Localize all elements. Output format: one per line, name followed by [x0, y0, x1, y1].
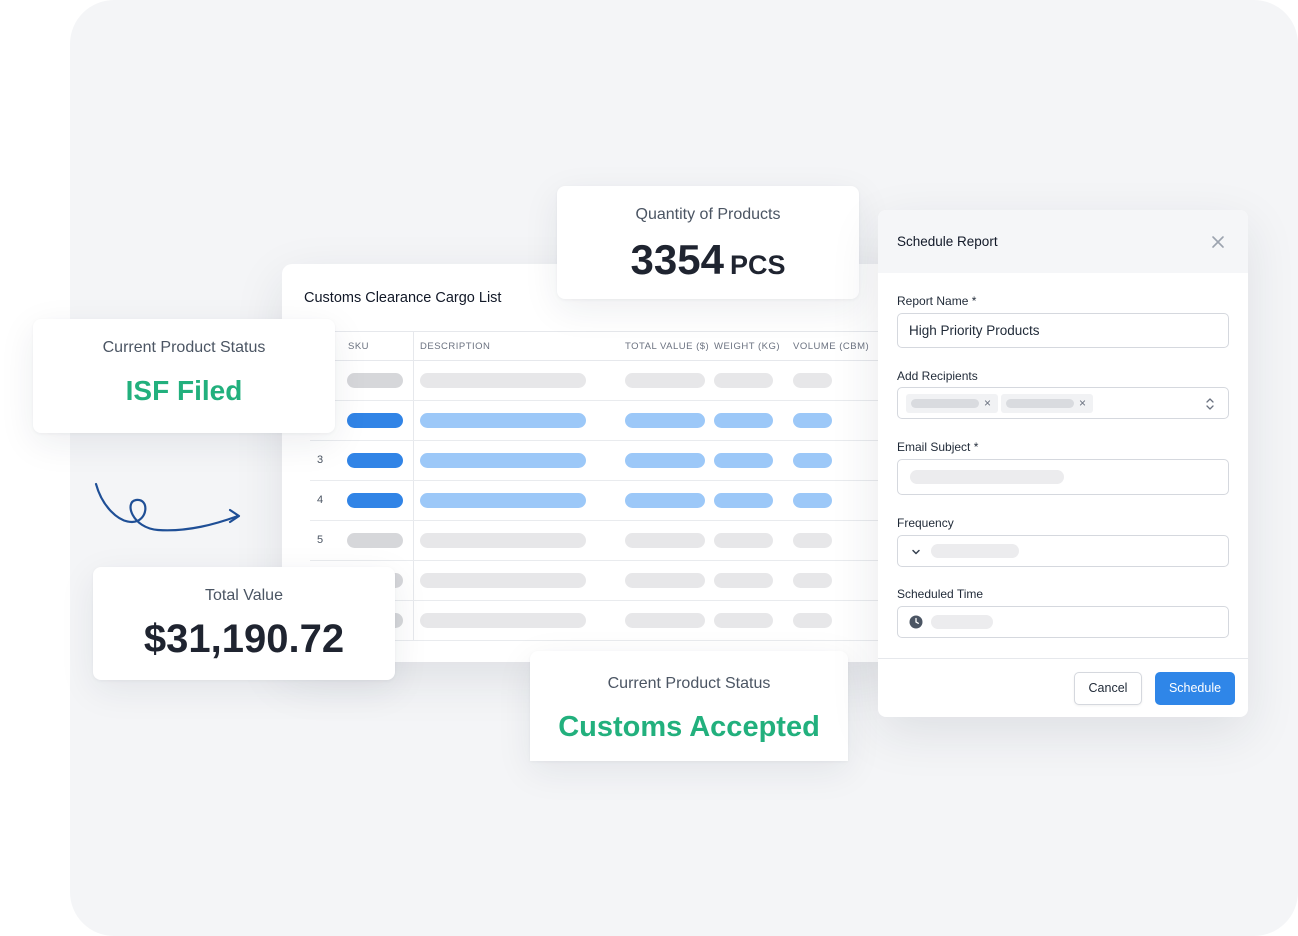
status-value: ISF Filed — [125, 375, 243, 406]
cancel-button[interactable]: Cancel — [1074, 672, 1142, 705]
cell-placeholder — [347, 493, 403, 508]
quantity-card: Quantity of Products 3354 PCS — [557, 186, 859, 299]
total-label: Total Value — [205, 587, 283, 604]
cell-placeholder — [625, 573, 705, 588]
cell-placeholder — [347, 533, 403, 548]
status-value: Customs Accepted — [558, 711, 820, 743]
cell-placeholder — [714, 413, 773, 428]
recipient-chip: × — [1001, 394, 1093, 413]
cell-placeholder — [420, 533, 586, 548]
quantity-number: 3354 — [630, 236, 724, 283]
chip-remove-icon[interactable]: × — [1079, 396, 1087, 410]
cell-placeholder — [420, 493, 586, 508]
table-row[interactable]: 3 — [310, 441, 902, 481]
cell-placeholder — [714, 533, 773, 548]
column-header-total-value[interactable]: TOTAL VALUE ($) — [625, 341, 710, 352]
cell-placeholder — [625, 373, 705, 388]
column-header-description[interactable]: DESCRIPTION — [420, 341, 491, 352]
table-row[interactable] — [310, 361, 902, 401]
recipient-chip: × — [906, 394, 998, 413]
curly-arrow-icon — [94, 482, 241, 532]
cell-placeholder — [714, 613, 773, 628]
placeholder-bar — [931, 615, 993, 629]
scheduled-time-input[interactable] — [897, 606, 1229, 638]
cell-placeholder — [625, 413, 705, 428]
cell-placeholder — [793, 533, 832, 548]
report-name-label: Report Name * — [897, 294, 977, 308]
frequency-label: Frequency — [897, 516, 954, 530]
recipients-label: Add Recipients — [897, 369, 978, 383]
total-value-card: Total Value $31,190.72 — [93, 567, 395, 680]
cell-placeholder — [793, 413, 832, 428]
cell-placeholder — [420, 573, 586, 588]
column-header-volume[interactable]: VOLUME (CBM) — [793, 341, 870, 352]
cell-placeholder — [714, 453, 773, 468]
chip-remove-icon[interactable]: × — [984, 396, 992, 410]
row-number: 3 — [317, 454, 324, 466]
table-header: E SKU DESCRIPTION TOTAL VALUE ($) WEIGHT… — [304, 331, 902, 361]
dialog-header: Schedule Report — [878, 210, 1248, 273]
chevron-updown-icon[interactable] — [1204, 396, 1216, 412]
status-card-isf: Current Product Status ISF Filed — [33, 319, 335, 433]
report-name-value: High Priority Products — [909, 323, 1040, 338]
row-number: 4 — [317, 494, 324, 506]
table-row[interactable] — [310, 401, 902, 441]
column-header-weight[interactable]: WEIGHT (KG) — [714, 341, 781, 352]
status-card-customs: Current Product Status Customs Accepted — [530, 651, 848, 761]
cell-placeholder — [347, 413, 403, 428]
cell-placeholder — [420, 373, 586, 388]
cell-placeholder — [793, 613, 832, 628]
cell-placeholder — [347, 453, 403, 468]
quantity-value: 3354 PCS — [557, 236, 859, 284]
cell-placeholder — [793, 573, 832, 588]
quantity-unit: PCS — [729, 250, 786, 280]
cell-placeholder — [625, 493, 705, 508]
cell-placeholder — [625, 533, 705, 548]
cell-placeholder — [347, 373, 403, 388]
cell-placeholder — [420, 613, 586, 628]
table-row[interactable] — [310, 561, 902, 601]
clock-icon — [909, 615, 923, 629]
status-label: Current Product Status — [102, 339, 266, 356]
cell-placeholder — [714, 573, 773, 588]
cargo-list-title: Customs Clearance Cargo List — [304, 290, 502, 306]
schedule-button[interactable]: Schedule — [1155, 672, 1235, 705]
column-divider — [413, 331, 414, 641]
cell-placeholder — [793, 493, 832, 508]
cell-placeholder — [420, 453, 586, 468]
cell-placeholder — [420, 413, 586, 428]
table-row[interactable]: 4 — [310, 481, 902, 521]
total-value: $31,190.72 — [143, 617, 345, 661]
cell-placeholder — [793, 373, 832, 388]
table-row[interactable]: 5 — [310, 521, 902, 561]
chevron-down-icon[interactable] — [910, 546, 922, 558]
quantity-label: Quantity of Products — [635, 206, 781, 223]
report-name-input[interactable]: High Priority Products — [897, 313, 1229, 348]
cell-placeholder — [714, 373, 773, 388]
close-icon[interactable] — [1208, 232, 1228, 252]
email-subject-label: Email Subject * — [897, 440, 979, 454]
schedule-report-dialog: Schedule Report Report Name * High Prior… — [878, 210, 1248, 717]
row-number: 5 — [317, 534, 324, 546]
table-row[interactable] — [310, 601, 902, 641]
email-subject-input[interactable] — [897, 459, 1229, 495]
dialog-title: Schedule Report — [897, 234, 998, 249]
cell-placeholder — [625, 453, 705, 468]
dialog-footer-divider — [878, 658, 1248, 659]
column-header-sku[interactable]: SKU — [348, 341, 370, 352]
cell-placeholder — [625, 613, 705, 628]
placeholder-bar — [931, 544, 1019, 558]
status-label: Current Product Status — [607, 675, 771, 692]
recipients-select[interactable]: × × — [897, 387, 1229, 419]
scheduled-time-label: Scheduled Time — [897, 587, 984, 601]
frequency-select[interactable] — [897, 535, 1229, 567]
placeholder-bar — [910, 470, 1064, 484]
cell-placeholder — [793, 453, 832, 468]
cell-placeholder — [714, 493, 773, 508]
